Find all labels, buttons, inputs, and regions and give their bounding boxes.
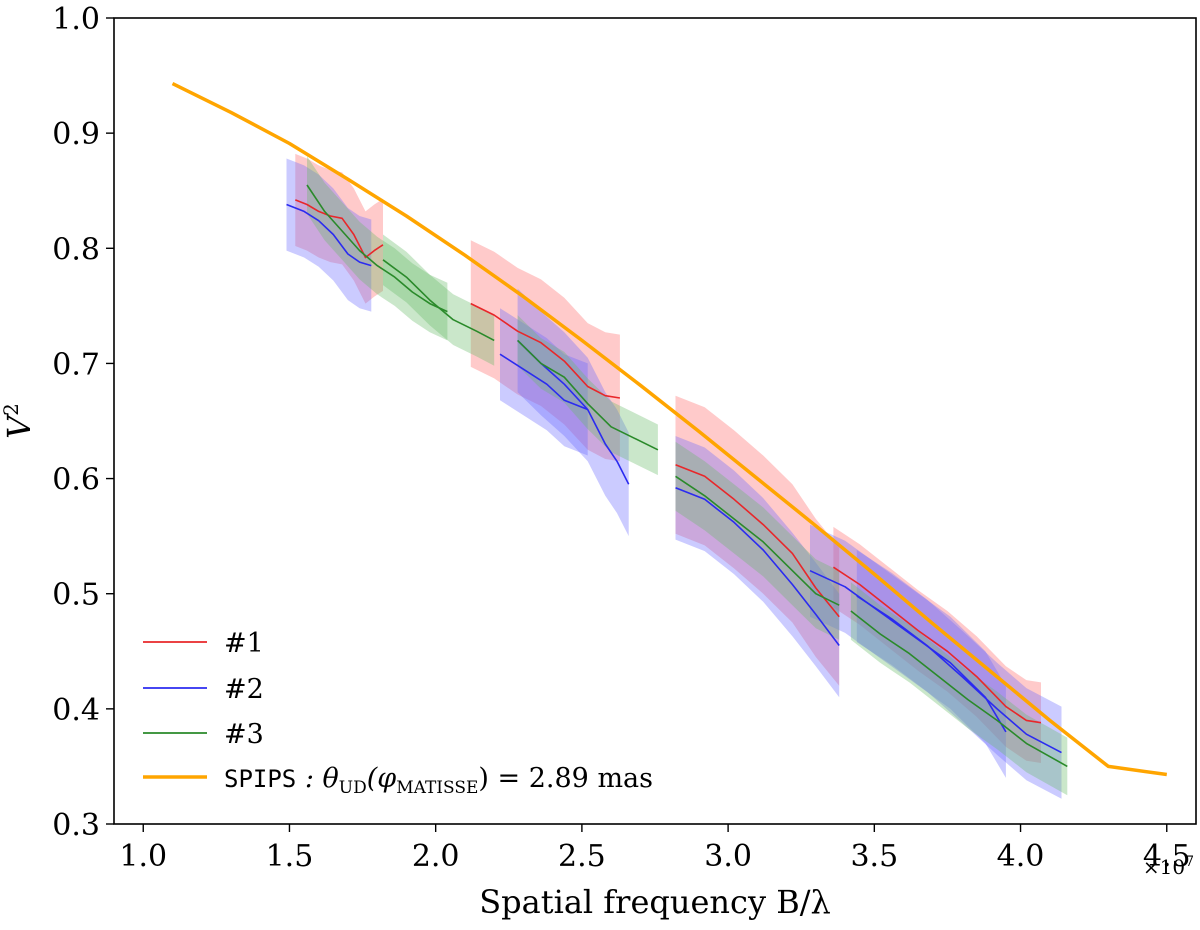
axis-ticks [106, 17, 1168, 832]
x-axis-offset-label: ×107 [1143, 854, 1194, 879]
series-line-3-5 [850, 610, 1068, 768]
error-band-3-4 [675, 441, 840, 640]
x-tick-label: 1.0 [119, 839, 167, 874]
x-tick-label: 2.5 [558, 839, 606, 874]
series-line-3-2 [382, 259, 495, 342]
series-line-1-2 [470, 302, 621, 399]
tick-labels: 1.0 1.5 2.0 2.5 3.0 3.5 4.0 4.5 0.3 0.4 0.5 0.6 0.7 0… [52, 2, 1190, 874]
legend: #1 #2 #3 SPIPS : θUD(φMATISSE) = 2.89 ma… [143, 628, 653, 798]
error-band-3-3 [517, 315, 658, 476]
legend-label-1: #1 [224, 628, 264, 659]
x-tick-label: 4.5 [1143, 839, 1191, 874]
error-band-1-3 [675, 395, 840, 686]
model-curve-group [171, 82, 1168, 777]
series-line-2-1 [286, 203, 372, 267]
series-line-3-1 [306, 184, 448, 313]
series-lines [286, 184, 1068, 768]
error-band-3-2 [383, 234, 495, 366]
plot-frame [113, 17, 1197, 825]
x-tick-label: 4.0 [997, 839, 1045, 874]
x-tick-label: 2.0 [412, 839, 460, 874]
error-band-2-1 [286, 158, 372, 312]
legend-label-model: SPIPS : θUD(φMATISSE) = 2.89 mas [224, 763, 653, 798]
series-line-1-1 [295, 199, 384, 259]
error-band-3-5 [850, 582, 1068, 796]
y-axis-label-sup: 2 [0, 403, 23, 416]
x-tick-label: 3.5 [850, 839, 898, 874]
legend-label-2: #2 [224, 674, 264, 705]
x-tick-label: 1.5 [266, 839, 314, 874]
y-tick-label: 1.0 [52, 2, 100, 37]
error-band-2-2 [517, 288, 629, 537]
error-band-2-5 [810, 524, 1006, 778]
series-line-2-6 [856, 595, 1062, 754]
model-curve [171, 82, 1168, 777]
y-tick-label: 0.6 [52, 463, 100, 498]
series-line-3-3 [517, 339, 659, 451]
x-axis-label: Spatial frequency B/λ [479, 883, 831, 921]
y-axis-label-base: V [0, 413, 38, 439]
y-tick-label: 0.3 [52, 808, 100, 843]
legend-label-3: #3 [224, 719, 264, 750]
error-band-2-4 [675, 436, 840, 698]
y-axis-label: V2 [0, 403, 38, 439]
series-line-1-4 [832, 566, 1042, 724]
series-line-3-4 [675, 475, 840, 606]
y-tick-label: 0.4 [52, 693, 100, 728]
series-line-2-3 [499, 353, 588, 411]
y-tick-label: 0.9 [52, 117, 100, 152]
error-band-1-2 [470, 240, 620, 462]
series-line-2-4 [675, 487, 840, 646]
y-tick-label: 0.5 [52, 578, 100, 613]
y-tick-label: 0.7 [52, 347, 100, 382]
x-tick-label: 3.0 [704, 839, 752, 874]
y-tick-label: 0.8 [52, 232, 100, 267]
series-line-1-3 [675, 464, 840, 618]
